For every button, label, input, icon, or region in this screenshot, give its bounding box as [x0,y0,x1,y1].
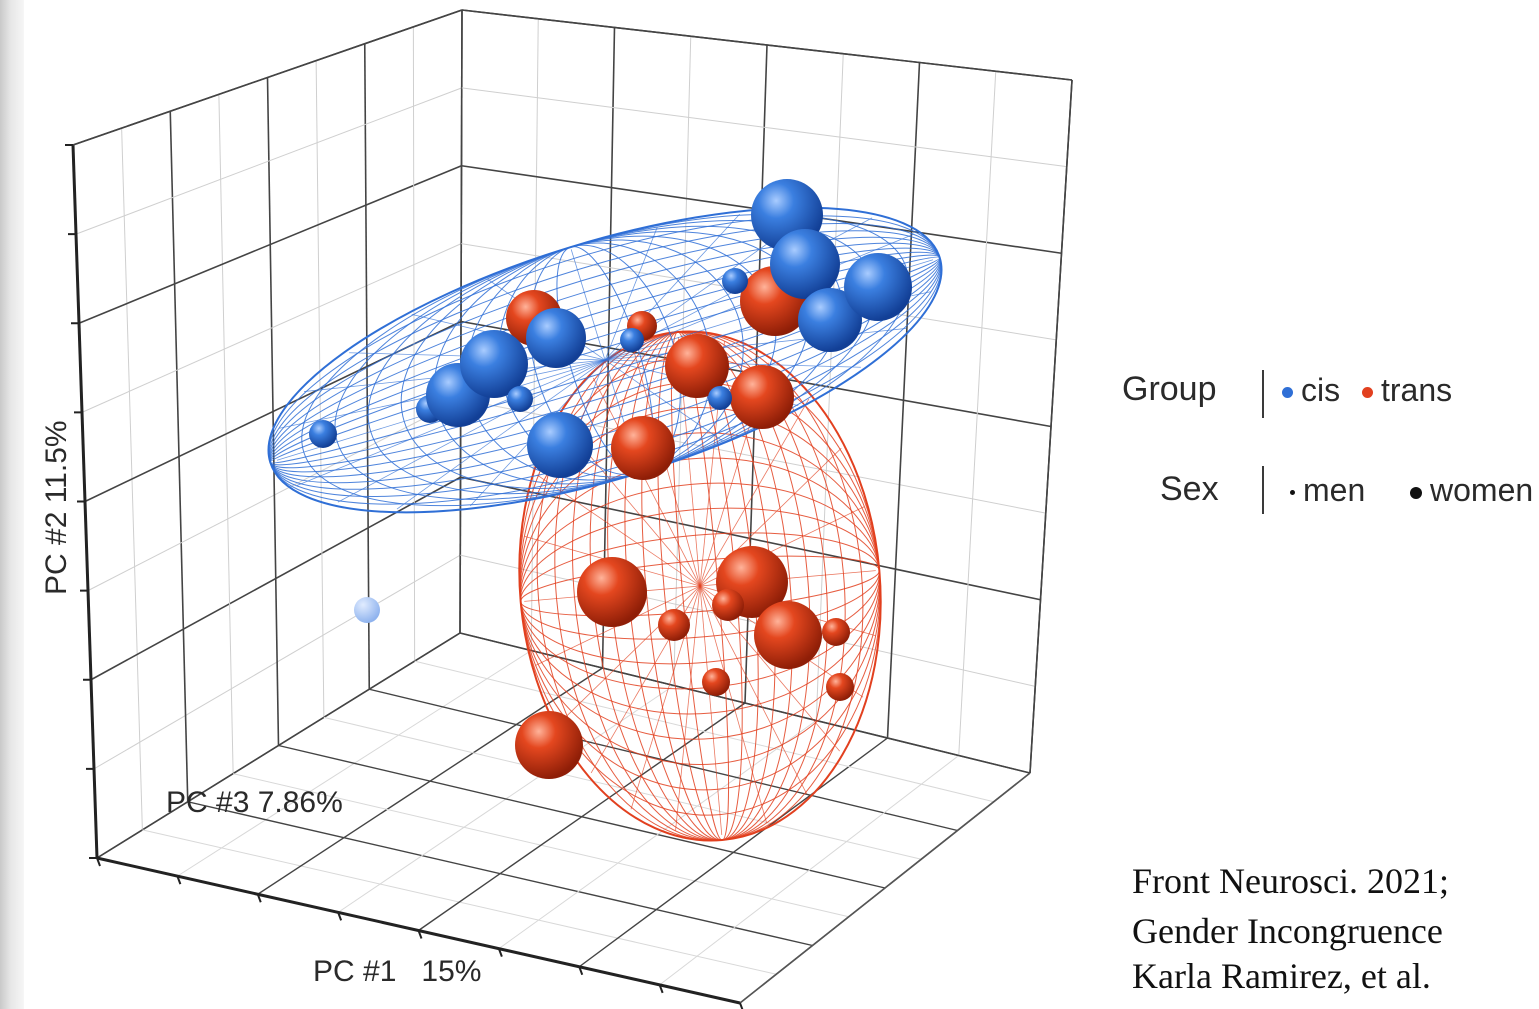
cis-point [460,330,528,398]
grid-line [886,62,921,739]
x-tick [176,875,182,885]
trans-point [702,668,730,696]
cis-point [798,288,862,352]
x-tick [256,893,262,903]
point-layer [309,179,912,779]
trans-point [515,711,583,779]
x-tick [96,857,101,867]
legend-sex-title: Sex [1160,470,1219,508]
legend-cis-dot [1282,387,1293,399]
legend-item-men: men [1290,472,1365,509]
pca-3d-plot [65,9,1073,1009]
grid-line [958,71,997,756]
side-strip [0,0,24,1009]
citation-line-1: Front Neurosci. 2021; [1132,861,1449,901]
grid-line [75,87,462,235]
trans-point [665,334,729,398]
frame-layer [65,9,1073,1009]
grid-line [81,243,462,413]
x-axis-title: PC #1 15% [313,955,482,988]
legend-men-label: men [1303,472,1366,508]
trans-point [658,609,690,641]
x-tick [658,984,664,994]
top-left-edge [72,9,463,146]
cis-point [354,597,380,623]
y-axis-title: PC #2 11.5% [40,420,73,595]
cis-point [309,420,337,448]
cis-point [722,268,748,294]
grid-line [461,87,1067,168]
trans-point [826,673,854,701]
cis-point [620,328,644,352]
right-edge [1029,79,1073,774]
ellipsoid-mesh-layer [267,206,943,842]
cis-point [507,386,533,412]
legend-item-cis: cis [1282,372,1340,409]
legend-women-label: women [1430,472,1534,508]
legend-women-dot [1410,486,1422,499]
cis-point [527,412,593,478]
grid-line [266,77,280,746]
grid-line [659,755,960,986]
trans-ellipsoid-strut [535,506,865,666]
x-tick [337,912,343,921]
trans-point [754,601,822,669]
legend-sex-separator [1262,466,1264,514]
grid-line [815,53,844,721]
legend-trans-dot [1362,387,1373,399]
legend-item-trans: trans [1362,372,1452,409]
citation-line-2: Gender Incongruence [1132,911,1443,951]
trans-point [822,618,850,646]
x-tick [739,1002,744,1009]
trans-point [577,557,647,627]
cis-point [844,253,912,321]
x-tick [497,948,503,957]
grid-line [414,660,994,803]
legend-men-dot [1290,490,1295,496]
grid-line [498,720,817,950]
grid-line [315,60,325,718]
legend-group-title: Group [1122,370,1217,408]
top-edge [461,9,1073,81]
citation-line-3: Karla Ramirez, et al. [1132,956,1431,996]
grid-line [578,737,888,968]
grid-line [78,165,462,324]
legend-cis-label: cis [1301,372,1341,408]
floor-edge [739,772,1031,1004]
grid-line [278,744,886,889]
cis-point [526,308,586,368]
legend-group-separator [1262,370,1264,418]
z-axis-title: PC #3 7.86% [166,786,343,819]
trans-point [611,416,675,480]
grid-layer [72,9,1073,1004]
legend-trans-label: trans [1381,372,1453,408]
trans-point [730,365,794,429]
grid-line [369,688,958,832]
grid-line [363,43,371,690]
legend-item-women: women [1410,472,1533,509]
x-tick [578,966,584,976]
x-tick [417,930,423,939]
trans-ellipsoid [518,330,882,842]
cis-point [770,229,840,299]
trans-point [712,589,744,621]
cis-point [708,386,732,410]
